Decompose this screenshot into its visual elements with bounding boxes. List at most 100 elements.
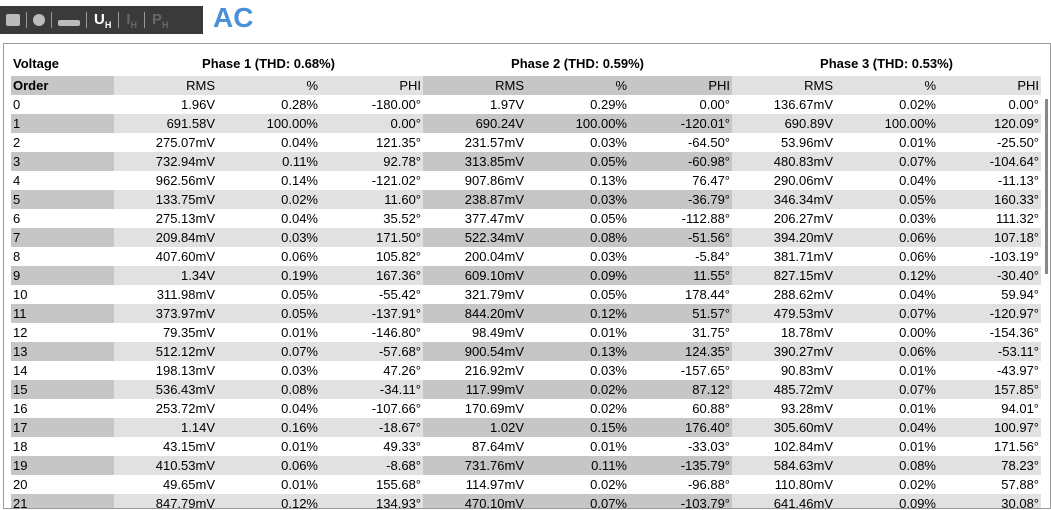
table-cell: 105.82°: [376, 249, 421, 264]
table-cell: 641.46mV: [732, 494, 835, 508]
table-row: 1 691.58V 100.00% 0.00° 690.24V 100.00% -120.0…: [11, 114, 1041, 133]
table-cell: 827.15mV: [732, 266, 835, 285]
table-cell: 178.44°: [685, 287, 730, 302]
table-cell: 0.07%: [217, 342, 320, 361]
button-label: I: [126, 10, 131, 28]
table-cell: 87.12°: [629, 380, 732, 399]
scrollbar[interactable]: [1045, 99, 1048, 274]
table-cell: 0.28%: [281, 97, 318, 112]
table-row: 20 49.65mV 0.01% 155.68° 114.97mV 0.02% -96.88…: [11, 475, 1041, 494]
table-cell: 346.34mV: [732, 190, 835, 209]
table-cell: 171.50°: [320, 228, 423, 247]
table-cell: 124.35°: [629, 342, 732, 361]
table-cell: 0.06%: [281, 249, 318, 264]
table-cell: 0.05%: [590, 287, 627, 302]
table-cell: 0.05%: [217, 304, 320, 323]
table-cell: -8.68°: [320, 456, 423, 475]
table-cell: -60.98°: [629, 152, 732, 171]
table-cell: 0.01%: [899, 363, 936, 378]
table-cell: 0.01%: [899, 401, 936, 416]
table-cell: 43.15mV: [162, 439, 215, 454]
table-cell: 170.69mV: [464, 401, 524, 416]
harmonic-button[interactable]: IH: [126, 11, 137, 30]
table-cell: 93.28mV: [780, 401, 833, 416]
separator: [51, 12, 52, 28]
table-cell: 584.63mV: [732, 456, 835, 475]
column-header: %: [217, 76, 320, 95]
table-cell: 321.79mV: [464, 287, 524, 302]
table-icon[interactable]: [6, 14, 20, 26]
table-cell: 0.04%: [899, 173, 936, 188]
table-cell: 381.71mV: [773, 249, 833, 264]
table-cell: 0.07%: [526, 494, 629, 508]
table-cell: 407.60mV: [155, 249, 215, 264]
harmonic-button[interactable]: PH: [152, 11, 169, 30]
table-cell: 102.84mV: [773, 439, 833, 454]
table-cell: 410.53mV: [114, 456, 217, 475]
mode-label: AC: [213, 2, 254, 33]
table-cell: 157.85°: [938, 380, 1041, 399]
order-cell: 1: [11, 114, 114, 133]
table-cell: 120.09°: [938, 114, 1041, 133]
table-cell: 53.96mV: [780, 135, 833, 150]
table-cell: 0.02%: [590, 477, 627, 492]
table-cell: 134.93°: [320, 494, 423, 508]
table-cell: 47.26°: [383, 363, 421, 378]
separator: [118, 12, 120, 28]
order-cell: 2: [13, 135, 21, 150]
button-label: P: [152, 10, 163, 28]
table-cell: -34.11°: [320, 380, 423, 399]
table-cell: -154.36°: [989, 325, 1039, 340]
table-cell: -137.91°: [320, 304, 423, 323]
table-cell: 0.04%: [281, 211, 318, 226]
table-cell: -146.80°: [371, 325, 421, 340]
table-cell: 0.03%: [590, 363, 627, 378]
table-cell: 0.01%: [590, 325, 627, 340]
table-cell: 0.03%: [526, 190, 629, 209]
table-cell: 198.13mV: [155, 363, 215, 378]
settings-icon[interactable]: [33, 14, 45, 26]
table-cell: 0.03%: [281, 363, 318, 378]
order-cell: 7: [11, 228, 114, 247]
table-cell: 0.06%: [899, 249, 936, 264]
table-cell: 512.12mV: [114, 342, 217, 361]
table-cell: 275.07mV: [155, 135, 215, 150]
table-cell: 0.02%: [899, 97, 936, 112]
table-cell: 1.97V: [490, 97, 524, 112]
harmonic-button[interactable]: UH: [94, 11, 111, 30]
table-cell: 522.34mV: [423, 228, 526, 247]
table-cell: 0.13%: [590, 173, 627, 188]
order-cell: 11: [11, 304, 114, 323]
table-row: 9 1.34V 0.19% 167.36° 609.10mV 0.09% 11.55° 827…: [11, 266, 1041, 285]
table-cell: 0.02%: [217, 190, 320, 209]
table-cell: 0.02%: [899, 477, 936, 492]
table-cell: 0.16%: [217, 418, 320, 437]
table-cell: 0.03%: [217, 228, 320, 247]
order-cell: 8: [13, 249, 21, 264]
table-cell: 0.02%: [526, 380, 629, 399]
table-row: 0 1.96V 0.28% -180.00° 1.97V 0.29% 0.00° 136.67…: [11, 95, 1041, 114]
table-cell: 0.11%: [217, 152, 320, 171]
group-header-row: Voltage Phase 1 (THD: 0.68%) Phase 2 (THD:…: [11, 50, 1041, 76]
table-row: 15 536.43mV 0.08% -34.11° 117.99mV 0.02% 87.12…: [11, 380, 1041, 399]
table-cell: 111.32°: [995, 211, 1039, 226]
table-cell: 0.01%: [590, 439, 627, 454]
table-row: 7 209.84mV 0.03% 171.50° 522.34mV 0.08% -51.56…: [11, 228, 1041, 247]
table-cell: -11.13°: [997, 173, 1039, 188]
table-cell: -55.42°: [378, 287, 421, 302]
table-cell: 51.57°: [629, 304, 732, 323]
order-cell: 17: [11, 418, 114, 437]
table-cell: -112.88°: [681, 211, 730, 226]
table-cell: 288.62mV: [773, 287, 833, 302]
separator: [144, 12, 146, 28]
table-cell: -36.79°: [629, 190, 732, 209]
order-cell: 20: [13, 477, 28, 492]
table-cell: 1.14V: [114, 418, 217, 437]
table-cell: 900.54mV: [423, 342, 526, 361]
table-cell: 216.92mV: [464, 363, 524, 378]
table-cell: 11.55°: [629, 266, 732, 285]
table-cell: -103.19°: [989, 249, 1039, 264]
chart-icon[interactable]: [58, 20, 80, 26]
order-cell: 9: [11, 266, 114, 285]
